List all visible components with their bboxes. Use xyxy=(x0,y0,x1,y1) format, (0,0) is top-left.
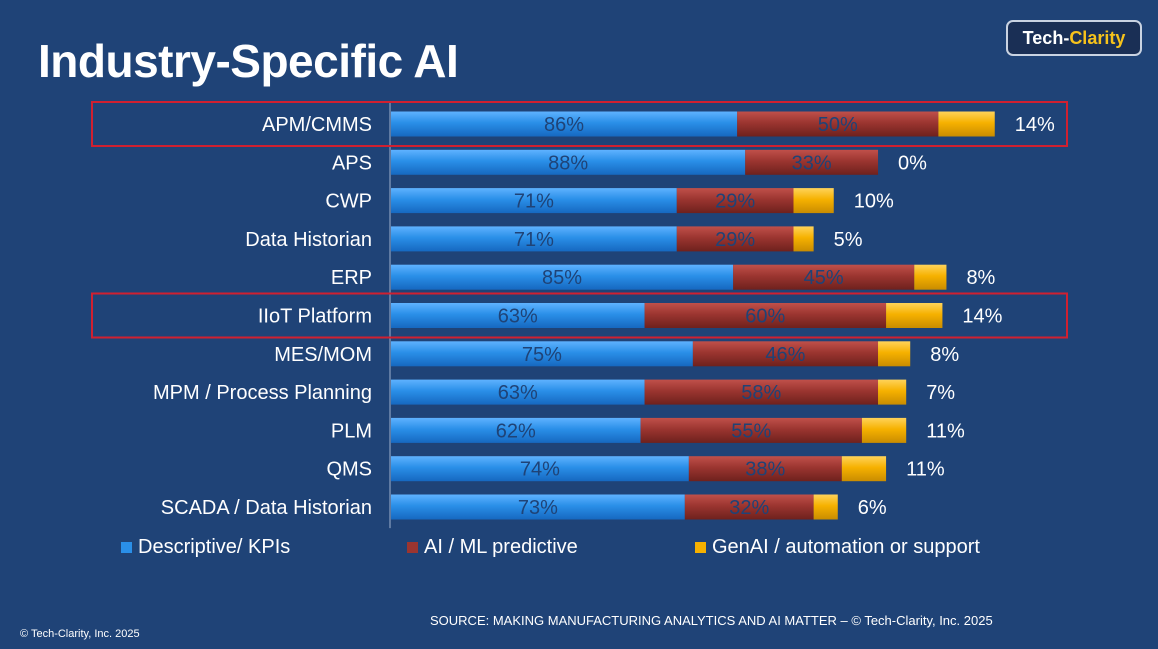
bar-descriptive-cwp xyxy=(391,188,677,214)
category-label-cwp: CWP xyxy=(325,191,372,213)
source-note: SOURCE: MAKING MANUFACTURING ANALYTICS A… xyxy=(430,613,993,628)
data-label-descriptive-iiot-platform: 63% xyxy=(498,306,538,328)
data-label-descriptive-scada-data-historian: 73% xyxy=(518,497,558,519)
category-label-iiot-platform: IIoT Platform xyxy=(258,306,372,328)
logo-text-tech: Tech- xyxy=(1022,27,1070,48)
data-label-predictive-data-historian: 29% xyxy=(715,229,755,251)
data-label-genai-aps: 0% xyxy=(898,152,927,174)
legend-item-descriptive: Descriptive/ KPIs xyxy=(121,536,290,559)
bar-genai-plm xyxy=(861,417,907,443)
bar-descriptive-scada-data-historian xyxy=(391,494,685,520)
bar-predictive-scada-data-historian xyxy=(684,494,814,520)
bar-genai-scada-data-historian xyxy=(813,494,838,520)
data-label-genai-data-historian: 5% xyxy=(834,229,863,251)
bar-descriptive-qms xyxy=(391,456,689,482)
bar-descriptive-erp xyxy=(391,264,734,290)
data-label-genai-mes-mom: 8% xyxy=(930,344,959,366)
legend-swatch-descriptive xyxy=(121,542,132,553)
bar-predictive-aps xyxy=(745,149,879,175)
data-label-descriptive-data-historian: 71% xyxy=(514,229,554,251)
bar-predictive-iiot-platform xyxy=(644,303,887,328)
legend-item-predictive: AI / ML predictive xyxy=(407,536,578,559)
category-label-qms: QMS xyxy=(326,459,372,481)
legend-swatch-genai xyxy=(695,542,706,553)
legend-label-descriptive: Descriptive/ KPIs xyxy=(138,536,291,558)
bar-genai-qms xyxy=(841,456,887,482)
legend-item-genai: GenAI / automation or support xyxy=(695,536,980,559)
data-label-descriptive-qms: 74% xyxy=(520,459,560,481)
category-label-apm-cmms: APM/CMMS xyxy=(262,114,372,136)
bar-predictive-plm xyxy=(640,417,862,443)
category-label-mpm-process-planning: MPM / Process Planning xyxy=(153,382,372,404)
data-label-predictive-cwp: 29% xyxy=(715,191,755,213)
category-label-mes-mom: MES/MOM xyxy=(274,344,372,366)
legend-swatch-predictive xyxy=(407,542,418,553)
bar-predictive-apm-cmms xyxy=(737,111,939,137)
bar-genai-data-historian xyxy=(793,226,814,252)
data-label-predictive-iiot-platform: 60% xyxy=(745,306,785,328)
bar-genai-mpm-process-planning xyxy=(878,379,907,405)
bar-predictive-cwp xyxy=(676,188,794,214)
category-label-aps: APS xyxy=(332,152,372,174)
data-label-descriptive-cwp: 71% xyxy=(514,191,554,213)
bar-genai-apm-cmms xyxy=(938,111,995,137)
data-label-predictive-plm: 55% xyxy=(731,420,771,442)
bar-descriptive-mes-mom xyxy=(391,341,693,367)
data-label-genai-mpm-process-planning: 7% xyxy=(926,382,955,404)
data-label-genai-apm-cmms: 14% xyxy=(1015,114,1055,136)
data-label-predictive-scada-data-historian: 32% xyxy=(729,497,769,519)
bar-descriptive-aps xyxy=(391,149,746,175)
bar-descriptive-apm-cmms xyxy=(391,111,738,137)
bar-genai-iiot-platform xyxy=(886,303,943,328)
data-label-predictive-erp: 45% xyxy=(804,267,844,289)
copyright-note: © Tech-Clarity, Inc. 2025 xyxy=(20,628,140,640)
data-label-genai-qms: 11% xyxy=(906,459,945,481)
stacked-bar-chart: APM/CMMS 86% 50% 14% APS 88% 33% 0% CWP 71% 29% 10%… xyxy=(91,101,1068,529)
logo-text-clarity: Clarity xyxy=(1069,27,1126,48)
bar-genai-mes-mom xyxy=(878,341,911,367)
data-label-descriptive-mes-mom: 75% xyxy=(522,344,562,366)
data-label-predictive-qms: 38% xyxy=(745,459,785,481)
category-label-erp: ERP xyxy=(331,267,372,289)
data-label-predictive-mpm-process-planning: 58% xyxy=(741,382,781,404)
bar-predictive-qms xyxy=(688,456,842,482)
data-label-genai-plm: 11% xyxy=(926,420,965,442)
bar-descriptive-iiot-platform xyxy=(391,303,645,328)
bar-descriptive-mpm-process-planning xyxy=(391,379,645,405)
data-label-genai-iiot-platform: 14% xyxy=(962,306,1002,328)
bar-genai-cwp xyxy=(793,188,834,214)
data-label-genai-cwp: 10% xyxy=(854,191,894,213)
bar-descriptive-plm xyxy=(391,417,641,443)
data-label-descriptive-mpm-process-planning: 63% xyxy=(498,382,538,404)
legend-label-genai: GenAI / automation or support xyxy=(712,536,980,558)
bar-predictive-mpm-process-planning xyxy=(644,379,879,405)
data-label-genai-erp: 8% xyxy=(966,267,995,289)
bar-descriptive-data-historian xyxy=(391,226,677,252)
data-label-predictive-aps: 33% xyxy=(792,152,832,174)
bar-genai-erp xyxy=(914,264,947,290)
data-label-predictive-apm-cmms: 50% xyxy=(818,114,858,136)
category-label-scada-data-historian: SCADA / Data Historian xyxy=(161,497,372,519)
data-label-descriptive-aps: 88% xyxy=(548,152,588,174)
chart-title: Industry-Specific AI xyxy=(38,35,459,87)
chart-legend: Descriptive/ KPIs AI / ML predictive Gen… xyxy=(0,536,1158,560)
data-label-descriptive-plm: 62% xyxy=(496,420,536,442)
data-label-predictive-mes-mom: 46% xyxy=(765,344,805,366)
highlight-box-apm-cmms xyxy=(91,101,1068,147)
legend-label-predictive: AI / ML predictive xyxy=(424,536,578,558)
data-label-genai-scada-data-historian: 6% xyxy=(858,497,887,519)
data-label-descriptive-apm-cmms: 86% xyxy=(544,114,584,136)
category-label-data-historian: Data Historian xyxy=(245,229,372,251)
highlight-box-iiot-platform xyxy=(91,292,1068,339)
data-label-descriptive-erp: 85% xyxy=(542,267,582,289)
bar-predictive-data-historian xyxy=(676,226,794,252)
bar-predictive-erp xyxy=(733,264,915,290)
bar-predictive-mes-mom xyxy=(692,341,879,367)
tech-clarity-logo: Tech- Clarity xyxy=(1006,20,1142,56)
category-label-plm: PLM xyxy=(331,420,372,442)
